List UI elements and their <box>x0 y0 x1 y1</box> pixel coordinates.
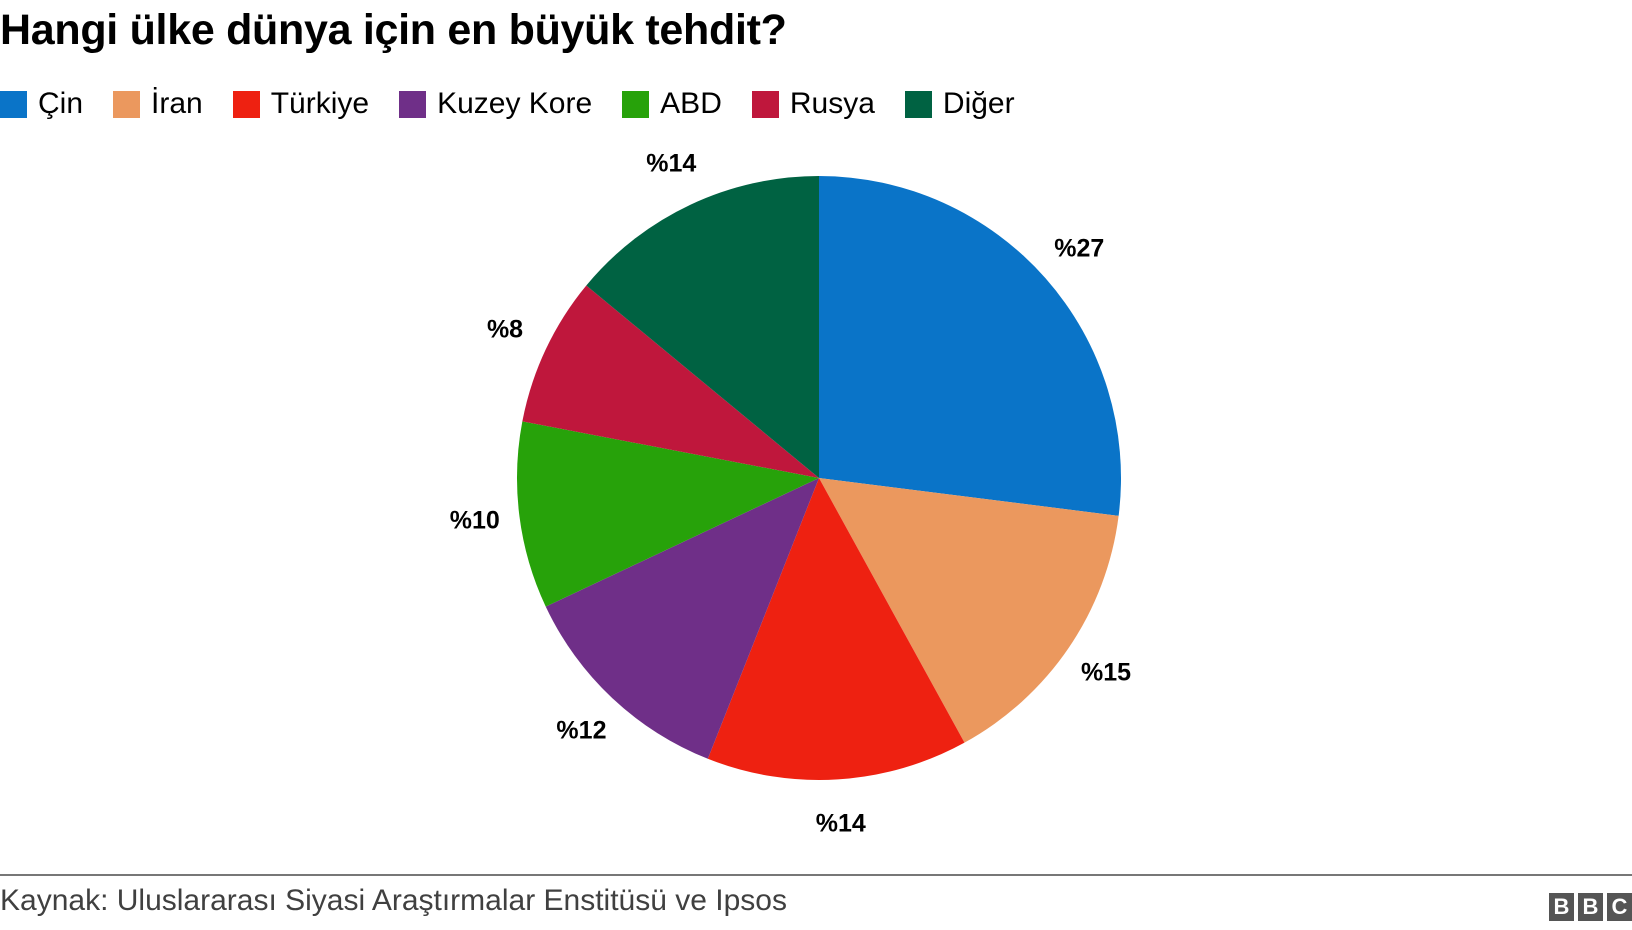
legend-swatch <box>622 90 650 118</box>
slice-label: %14 <box>646 149 697 178</box>
legend-item-rusya: Rusya <box>751 86 875 122</box>
pie-slice <box>586 176 819 478</box>
legend-swatch <box>113 90 141 118</box>
bbc-logo-letter: C <box>1607 893 1632 921</box>
slice-label: %12 <box>556 716 607 745</box>
slice-label: %15 <box>1080 658 1132 687</box>
chart-title: Hangi ülke dünya için en büyük tehdit? <box>0 6 787 54</box>
bbc-logo-letter: B <box>1549 893 1574 921</box>
legend-label: ABD <box>660 87 722 120</box>
legend-label: İran <box>151 87 203 120</box>
bbc-logo-letter: B <box>1578 893 1603 921</box>
legend-item-turkiye: Türkiye <box>232 86 370 122</box>
pie-slice <box>545 478 819 759</box>
legend-label: Rusya <box>789 87 875 120</box>
legend-swatch <box>0 90 27 118</box>
legend-item-diger: Diğer <box>904 86 1015 122</box>
legend-item-kuzey-kore: Kuzey Kore <box>399 86 592 122</box>
pie-chart: %27 %15 %14 %12 %10 %8 %14 <box>0 140 1632 840</box>
pie-slice <box>819 478 1119 743</box>
legend-item-abd: ABD <box>622 86 722 122</box>
bbc-logo: B B C <box>1545 893 1632 921</box>
pie-chart-svg <box>517 176 1121 780</box>
legend-swatch <box>751 90 779 118</box>
pie-slice <box>819 176 1121 516</box>
legend-swatch <box>399 90 427 118</box>
legend-swatch <box>232 90 260 118</box>
slice-label: %14 <box>815 809 866 838</box>
legend-label: Kuzey Kore <box>437 87 593 120</box>
legend-swatch <box>904 90 932 118</box>
legend: Çin İran Türkiye Kuzey Kore ABD Rusya Di… <box>0 86 1045 122</box>
slice-label: %27 <box>1054 234 1105 263</box>
legend-item-iran: İran <box>113 86 203 122</box>
legend-label: Diğer <box>942 87 1015 120</box>
pie-slice <box>517 421 819 607</box>
source-note: Kaynak: Uluslararası Siyasi Araştırmalar… <box>0 884 787 917</box>
slice-label: %10 <box>449 506 500 535</box>
footer-divider <box>0 874 1632 876</box>
legend-label: Çin <box>38 87 84 120</box>
legend-label: Türkiye <box>270 87 370 120</box>
legend-item-cin: Çin <box>0 86 83 122</box>
pie-slice <box>707 478 965 780</box>
pie-slice <box>522 285 819 478</box>
slice-label: %8 <box>486 315 524 344</box>
